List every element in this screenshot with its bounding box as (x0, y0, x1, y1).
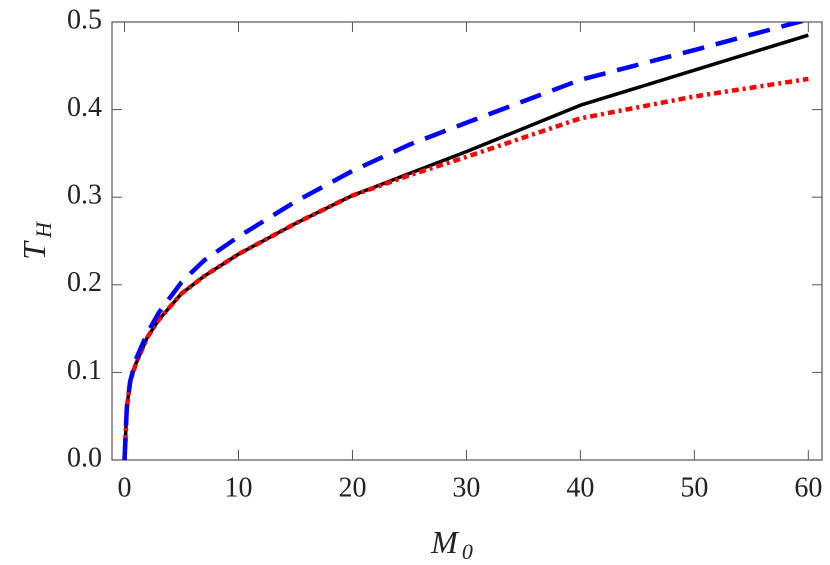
x-tick-label: 10 (225, 472, 253, 503)
plot-area (122, 22, 809, 460)
x-tick-label: 60 (794, 472, 822, 503)
series-line (122, 76, 809, 460)
y-tick-label: 0.3 (67, 180, 102, 211)
y-label-main: T (16, 240, 52, 260)
y-tick-label: 0.4 (67, 92, 102, 123)
x-tick-label: 30 (452, 472, 480, 503)
y-axis-label: TH (16, 221, 56, 260)
y-tick-label: 0.5 (67, 4, 102, 35)
x-tick-label: 20 (338, 472, 366, 503)
series-line (122, 22, 808, 460)
series-line (122, 33, 809, 460)
y-tick-label: 0.2 (67, 267, 102, 298)
x-tick-label: 40 (566, 472, 594, 503)
plot-frame (111, 21, 823, 461)
y-tick-label: 0.0 (67, 442, 102, 473)
x-tick-label: 0 (118, 472, 132, 503)
x-label-main: M (430, 524, 460, 560)
x-label-sub: 0 (462, 539, 473, 564)
y-label-sub: H (31, 221, 56, 239)
x-tick-label: 50 (680, 472, 708, 503)
y-tick-label: 0.1 (67, 355, 102, 386)
